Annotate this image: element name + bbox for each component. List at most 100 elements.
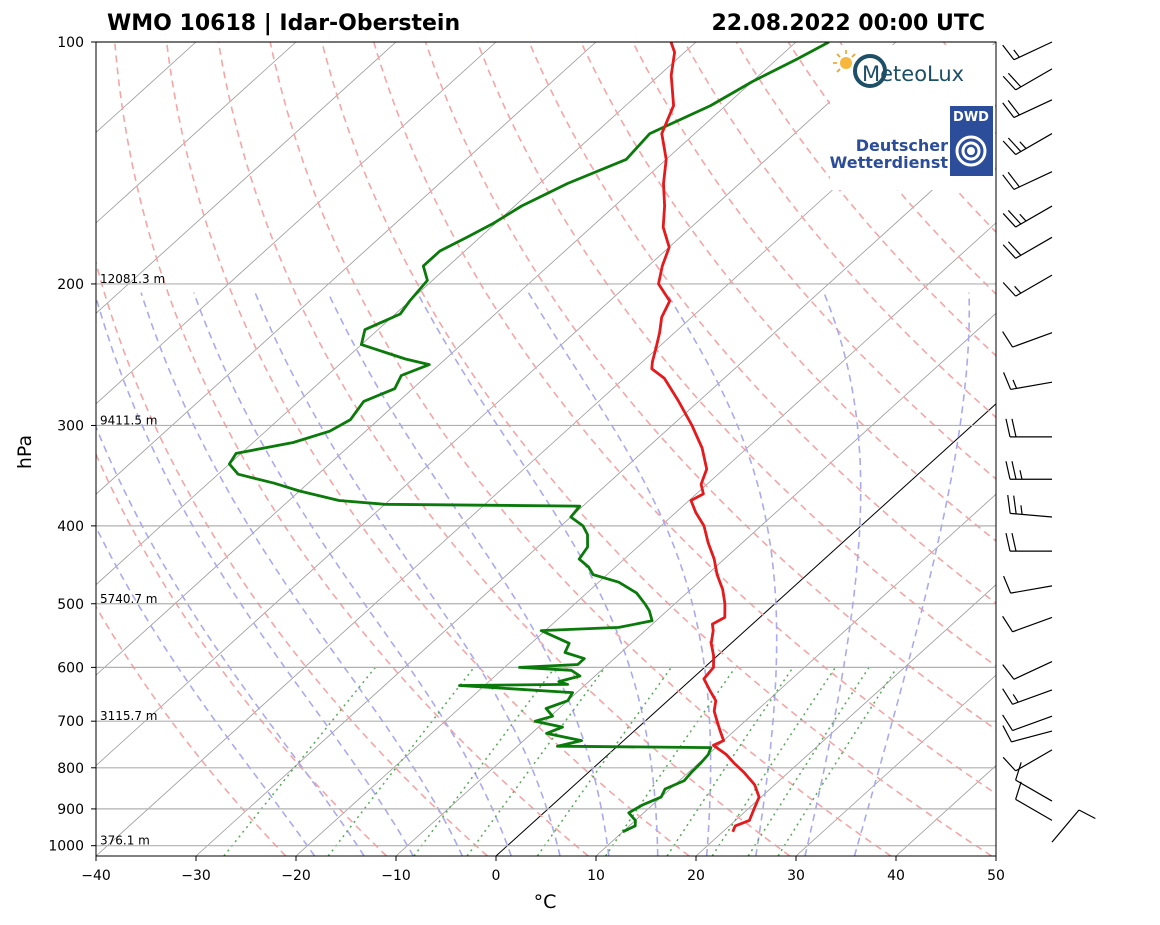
barb-flag bbox=[1002, 615, 1014, 633]
isotherm-line bbox=[795, 674, 996, 856]
barb-flag bbox=[1002, 688, 1014, 705]
y-tick-label: 900 bbox=[57, 802, 84, 818]
chart-title: WMO 10618 | Idar-Oberstein bbox=[107, 11, 460, 36]
moist-adiabat-line bbox=[193, 292, 512, 856]
isotherm-line bbox=[595, 493, 996, 856]
dwd-name-line1: Deutscher bbox=[856, 136, 948, 155]
meteolux-logo: MeteoLux bbox=[833, 50, 964, 88]
height-label: 12081.3 m bbox=[100, 272, 165, 286]
mixing-ratio-line bbox=[777, 666, 898, 856]
mixing-ratio-line bbox=[536, 666, 672, 856]
y-axis: 100 200 300 400 500 600 700 800 900 1000 bbox=[48, 35, 96, 855]
isotherm-line bbox=[96, 42, 897, 767]
barb-staff bbox=[1051, 809, 1080, 843]
barb-flag bbox=[1002, 213, 1017, 228]
height-labels: 12081.3 m 9411.5 m 5740.7 m 3115.7 m 376.1 m bbox=[100, 272, 165, 848]
barb-flag bbox=[1002, 282, 1017, 297]
mixing-ratio-line bbox=[466, 666, 606, 856]
sun-icon bbox=[833, 50, 856, 73]
isotherm-line bbox=[995, 855, 996, 856]
wind-barb bbox=[1005, 418, 1052, 438]
x-tick-label: 0 bbox=[492, 868, 501, 884]
y-tick-label: 800 bbox=[57, 761, 84, 777]
barb-staff bbox=[1012, 332, 1053, 348]
height-label: 9411.5 m bbox=[100, 413, 158, 427]
wind-barb bbox=[1005, 461, 1052, 480]
dry-adiabat-line bbox=[114, 42, 589, 856]
barb-flag bbox=[1002, 102, 1015, 118]
y-tick-label: 100 bbox=[57, 35, 84, 51]
dry-adiabat-line bbox=[632, 42, 996, 481]
barb-half-flag bbox=[1014, 285, 1022, 294]
isotherm-line bbox=[96, 42, 397, 314]
barb-flag bbox=[1007, 99, 1020, 116]
dry-adiabat-line bbox=[476, 42, 996, 668]
dry-adiabat-line bbox=[528, 42, 996, 605]
wind-barb bbox=[1002, 99, 1053, 119]
moist-adiabat-line bbox=[665, 292, 778, 856]
dry-adiabat-line bbox=[580, 42, 996, 542]
wind-barb bbox=[1015, 781, 1053, 821]
isotherm-line bbox=[96, 42, 697, 586]
x-tick-label: 30 bbox=[787, 868, 805, 884]
dry-adiabat-line bbox=[269, 42, 892, 856]
barb-flag bbox=[1002, 140, 1017, 155]
wind-barb bbox=[1002, 236, 1053, 259]
isotherm-line bbox=[96, 42, 497, 405]
moist-adiabat-line bbox=[254, 292, 561, 856]
dry-adiabat-line bbox=[165, 42, 690, 856]
moist-adiabat-line bbox=[416, 292, 659, 856]
wind-barb bbox=[1003, 372, 1053, 391]
dwd-logo: DWD Deutscher Wetterdienst bbox=[830, 106, 993, 176]
background-lines bbox=[96, 42, 1160, 856]
wind-barb bbox=[1002, 171, 1053, 190]
barb-staff bbox=[1015, 779, 1053, 802]
barb-flag bbox=[1002, 664, 1015, 680]
x-tick-label: −40 bbox=[81, 868, 111, 884]
profile-lines bbox=[227, 42, 830, 834]
isotherm-line bbox=[695, 584, 996, 856]
barb-flag bbox=[1007, 171, 1020, 188]
barb-staff bbox=[1015, 68, 1053, 91]
barb-staff bbox=[1011, 730, 1053, 743]
barb-staff bbox=[1015, 133, 1053, 156]
barb-staff bbox=[1010, 512, 1053, 518]
barb-staff bbox=[1015, 236, 1053, 259]
barb-staff bbox=[1012, 715, 1053, 732]
isotherm-line bbox=[1096, 42, 1160, 856]
barb-flag bbox=[1007, 495, 1011, 514]
y-tick-label: 500 bbox=[57, 597, 84, 613]
height-label: 5740.7 m bbox=[100, 592, 158, 606]
wind-barbs bbox=[1002, 41, 1096, 843]
moist-adiabat-line bbox=[327, 292, 610, 856]
y-tick-label: 400 bbox=[57, 519, 84, 535]
mixing-ratio-line bbox=[327, 666, 475, 856]
isotherm-line bbox=[96, 42, 597, 495]
wind-barb bbox=[1002, 615, 1053, 633]
barb-flag bbox=[1002, 174, 1015, 190]
wind-barb bbox=[1002, 660, 1053, 680]
barb-flag bbox=[1003, 575, 1012, 594]
x-tick-label: 50 bbox=[987, 868, 1005, 884]
moist-adiabat-line bbox=[804, 292, 862, 856]
barb-staff bbox=[1015, 749, 1053, 772]
barb-staff bbox=[1010, 381, 1053, 391]
y-axis-label: hPa bbox=[14, 435, 36, 469]
x-tick-label: 10 bbox=[587, 868, 605, 884]
dwd-logo-box-label: DWD bbox=[953, 110, 989, 125]
mixing-ratio-line bbox=[747, 666, 870, 856]
barb-flag bbox=[1013, 495, 1017, 514]
dry-adiabat-line bbox=[96, 452, 388, 856]
dewpoint-profile bbox=[227, 42, 830, 834]
barb-half-flag bbox=[1019, 141, 1027, 149]
barb-flag bbox=[1011, 532, 1017, 552]
barb-half-flag bbox=[1012, 694, 1019, 703]
dry-adiabat-line bbox=[96, 259, 488, 856]
barb-staff bbox=[1013, 99, 1053, 119]
swirl-icon bbox=[955, 135, 987, 167]
meteolux-wordmark: MeteoLux bbox=[862, 62, 964, 86]
x-axis: −40 −30 −20 −10 0 10 20 30 40 50 bbox=[81, 856, 1005, 884]
barb-staff bbox=[1013, 660, 1053, 680]
wind-barb bbox=[1002, 68, 1053, 91]
wind-barb bbox=[1002, 714, 1053, 732]
